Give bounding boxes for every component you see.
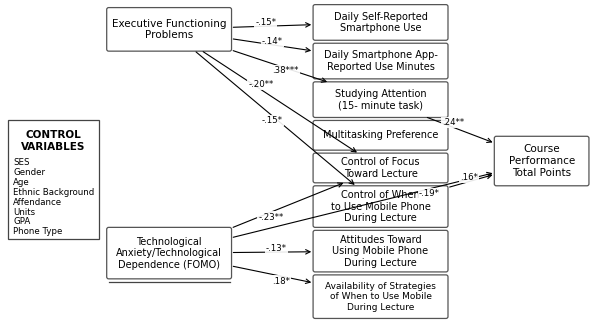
Text: Daily Self-Reported
Smartphone Use: Daily Self-Reported Smartphone Use [334, 12, 427, 33]
Text: .16*: .16* [460, 173, 478, 182]
FancyBboxPatch shape [313, 120, 448, 150]
Text: -.15*: -.15* [262, 116, 283, 125]
Text: .38***: .38*** [272, 66, 298, 76]
Text: Studying Attention
(15- minute task): Studying Attention (15- minute task) [335, 89, 427, 111]
Text: GPA: GPA [13, 217, 31, 226]
Text: Affendance: Affendance [13, 198, 62, 207]
Text: CONTROL
VARIABLES: CONTROL VARIABLES [21, 130, 86, 152]
Text: -.23**: -.23** [259, 213, 284, 221]
Text: Control of Focus
Toward Lecture: Control of Focus Toward Lecture [341, 157, 420, 179]
Text: Multitasking Preference: Multitasking Preference [323, 130, 438, 140]
FancyBboxPatch shape [107, 8, 232, 51]
Text: .24**: .24** [442, 118, 464, 127]
Text: -.15*: -.15* [255, 18, 276, 27]
FancyBboxPatch shape [313, 82, 448, 117]
Text: Attitudes Toward
Using Mobile Phone
During Lecture: Attitudes Toward Using Mobile Phone Duri… [332, 235, 428, 268]
Text: -.19*: -.19* [419, 189, 440, 198]
FancyBboxPatch shape [8, 120, 98, 239]
Text: Gender: Gender [13, 168, 45, 177]
Text: Ethnic Background: Ethnic Background [13, 188, 94, 197]
Text: Phone Type: Phone Type [13, 227, 62, 236]
Text: .18*: .18* [272, 277, 290, 285]
Text: Units: Units [13, 208, 35, 216]
Text: Age: Age [13, 178, 30, 187]
FancyBboxPatch shape [313, 275, 448, 318]
FancyBboxPatch shape [107, 227, 232, 279]
Text: -.20**: -.20** [248, 80, 274, 89]
FancyBboxPatch shape [313, 230, 448, 272]
FancyBboxPatch shape [494, 136, 589, 186]
Text: Technological
Anxiety/Technological
Dependence (FOMO): Technological Anxiety/Technological Depe… [116, 237, 222, 270]
Text: Control of When
to Use Mobile Phone
During Lecture: Control of When to Use Mobile Phone Duri… [331, 190, 430, 223]
Text: Course
Performance
Total Points: Course Performance Total Points [509, 145, 575, 178]
Text: -.13*: -.13* [266, 244, 287, 253]
Text: SES: SES [13, 158, 29, 167]
Text: Daily Smartphone App-
Reported Use Minutes: Daily Smartphone App- Reported Use Minut… [323, 50, 437, 72]
FancyBboxPatch shape [313, 186, 448, 227]
Text: Availability of Strategies
of When to Use Mobile
During Lecture: Availability of Strategies of When to Us… [325, 282, 436, 312]
FancyBboxPatch shape [313, 5, 448, 40]
Text: -.14*: -.14* [262, 37, 283, 46]
Text: Executive Functioning
Problems: Executive Functioning Problems [112, 18, 226, 40]
FancyBboxPatch shape [313, 153, 448, 183]
FancyBboxPatch shape [313, 43, 448, 79]
